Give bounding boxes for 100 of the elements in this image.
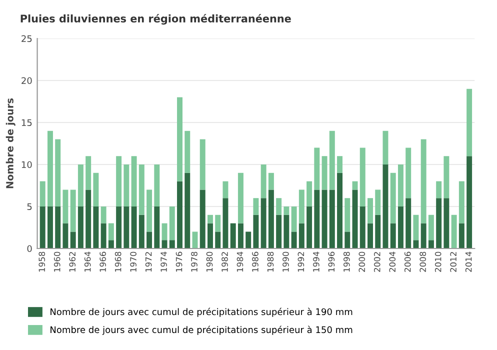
x-tick-label: 1998 xyxy=(344,252,350,272)
bar xyxy=(451,214,457,248)
bar xyxy=(390,223,396,248)
bar xyxy=(238,172,244,224)
bar xyxy=(177,97,183,182)
bar xyxy=(215,214,221,232)
x-tick-label: 2004 xyxy=(389,252,396,272)
bar xyxy=(291,232,297,248)
y-axis-title: Nombre de jours xyxy=(6,98,16,188)
y-tick-label: 20 xyxy=(22,77,32,84)
bar xyxy=(100,206,106,224)
bar xyxy=(207,214,213,224)
bar xyxy=(200,190,206,248)
x-tick-label: 2006 xyxy=(404,252,411,272)
bar xyxy=(382,164,388,248)
bar xyxy=(62,223,68,248)
x-tick-label: 1988 xyxy=(267,252,274,272)
bar xyxy=(253,214,259,248)
x-tick-label: 2000 xyxy=(358,252,366,272)
bar xyxy=(154,206,160,248)
bar xyxy=(200,139,206,190)
bar xyxy=(162,240,168,248)
bar xyxy=(55,139,61,206)
bar xyxy=(124,206,130,248)
bar xyxy=(436,198,442,248)
bar xyxy=(253,198,259,215)
bar xyxy=(131,156,137,206)
bar xyxy=(93,172,99,206)
y-tick-label: 10 xyxy=(22,161,32,168)
bar xyxy=(291,206,297,232)
x-tick-label: 1962 xyxy=(69,252,76,272)
bar xyxy=(329,190,335,248)
x-tick-label: 1974 xyxy=(160,252,167,272)
chart-title: Pluies diluviennes en région méditerranéenne xyxy=(20,14,291,25)
bar xyxy=(184,172,190,248)
y-tick-label: 25 xyxy=(22,35,32,42)
x-tick-label: 1978 xyxy=(191,252,198,272)
bar xyxy=(398,206,404,248)
legend-label: Nombre de jours avec cumul de précipitations supérieur à 190 mm xyxy=(50,308,352,317)
bar xyxy=(276,214,282,248)
bar xyxy=(398,164,404,206)
x-tick-label: 1994 xyxy=(313,252,320,272)
x-tick-label: 1968 xyxy=(114,252,122,272)
bar xyxy=(406,198,412,248)
bar xyxy=(207,223,213,248)
y-tick-label: 0 xyxy=(27,245,32,252)
bar xyxy=(47,130,53,206)
legend-label: Nombre de jours avec cumul de précipitations supérieur à 150 mm xyxy=(50,326,352,335)
bar xyxy=(428,214,434,240)
bar xyxy=(268,190,274,248)
bar xyxy=(337,156,343,173)
bar xyxy=(169,206,175,240)
bar xyxy=(420,139,426,224)
bar xyxy=(222,181,228,198)
bar xyxy=(314,148,320,190)
bar xyxy=(177,181,183,248)
x-tick-label: 1964 xyxy=(84,252,91,272)
bar xyxy=(138,214,144,248)
x-tick-label: 1982 xyxy=(222,252,228,272)
bar xyxy=(184,130,190,173)
bar xyxy=(413,214,419,240)
bar xyxy=(215,232,221,248)
x-tick-label: 1984 xyxy=(236,252,244,272)
bar xyxy=(131,206,137,248)
bar xyxy=(86,190,92,248)
bar xyxy=(428,240,434,248)
bar xyxy=(360,206,366,248)
x-tick-label: 1990 xyxy=(282,252,289,272)
bar xyxy=(108,240,114,248)
bar xyxy=(116,206,122,248)
bar xyxy=(314,190,320,248)
bar xyxy=(466,156,472,248)
bar xyxy=(40,181,46,206)
x-tick-label: 1958 xyxy=(38,252,46,272)
bar xyxy=(100,223,106,248)
x-tick-label: 2002 xyxy=(374,252,380,272)
bar xyxy=(154,164,160,206)
bar xyxy=(329,130,335,190)
y-tick-label: 15 xyxy=(22,119,32,126)
bar xyxy=(298,223,304,248)
x-tick-label: 2010 xyxy=(434,252,442,272)
bar xyxy=(108,223,114,240)
bar xyxy=(276,198,282,215)
bar xyxy=(78,164,84,206)
bar xyxy=(382,130,388,164)
x-tick-label: 1970 xyxy=(130,252,136,272)
x-tick-label: 2012 xyxy=(450,252,456,272)
bar xyxy=(230,223,236,248)
bar xyxy=(162,223,168,240)
x-tick-label: 1960 xyxy=(54,252,60,272)
bar xyxy=(78,206,84,248)
bar xyxy=(375,214,381,248)
bar xyxy=(390,172,396,224)
bar xyxy=(306,181,312,206)
bar xyxy=(260,164,266,198)
bar xyxy=(344,232,350,248)
x-tick-label: 1972 xyxy=(145,252,152,272)
bar xyxy=(306,206,312,248)
bar xyxy=(169,240,175,248)
bar xyxy=(70,190,76,232)
